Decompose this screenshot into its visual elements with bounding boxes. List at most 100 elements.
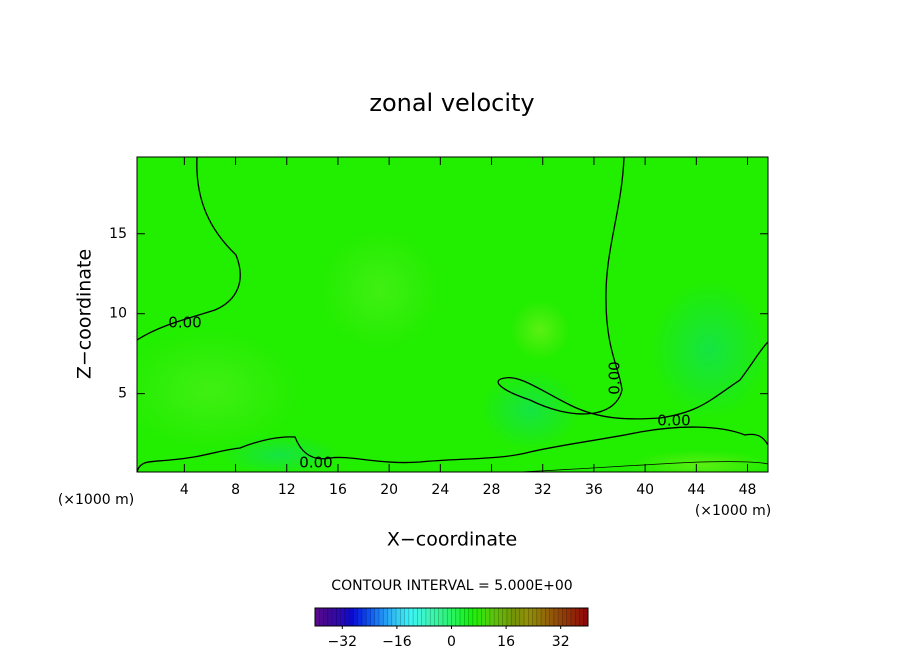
x-unit-label: (×1000 m) — [695, 503, 771, 519]
x-axis-label: X−coordinate — [387, 529, 517, 551]
colorbar-swatch — [579, 608, 585, 626]
colorbar-swatch — [417, 608, 422, 626]
colorbar-swatch — [468, 608, 474, 626]
colorbar-swatch — [370, 608, 376, 626]
colorbar-swatch — [438, 608, 444, 626]
colorbar-swatch — [447, 608, 452, 626]
contour-line — [137, 426, 768, 472]
colorbar-swatch — [562, 608, 567, 626]
colorbar-swatch — [400, 608, 405, 626]
colorbar-swatch — [566, 608, 572, 626]
y-tick-label: 5 — [118, 386, 127, 402]
x-tick-label: 40 — [636, 482, 654, 498]
x-unit-label: (×1000 m) — [58, 492, 134, 508]
colorbar-swatch — [472, 608, 478, 626]
colorbar-swatch — [442, 608, 448, 626]
colorbar-swatch — [528, 608, 533, 626]
chart-title: zonal velocity — [369, 89, 534, 117]
colorbar-swatch — [323, 608, 329, 626]
colorbar-swatch — [336, 608, 341, 626]
x-tick-label: 44 — [687, 482, 705, 498]
colorbar-swatch — [498, 608, 503, 626]
colorbar-tick-label: −32 — [328, 634, 358, 650]
colorbar-swatch — [413, 608, 418, 626]
colorbar-swatch — [515, 608, 521, 626]
colorbar-tick-label: 0 — [447, 634, 456, 650]
colorbar-swatch — [404, 608, 410, 626]
colorbar-swatch — [494, 608, 499, 626]
x-tick-label: 24 — [431, 482, 449, 498]
colorbar-swatch — [421, 608, 427, 626]
colorbar-swatch — [430, 608, 435, 626]
colorbar-swatch — [553, 608, 559, 626]
colorbar-swatch — [524, 608, 529, 626]
colorbar-swatch — [391, 608, 397, 626]
colorbar-swatch — [485, 608, 491, 626]
y-tick-label: 15 — [109, 226, 127, 242]
colorbar-swatch — [349, 608, 354, 626]
colorbar-swatch — [315, 608, 320, 626]
x-tick-label: 16 — [329, 482, 347, 498]
colorbar-swatch — [387, 608, 393, 626]
colorbar-swatch — [374, 608, 380, 626]
colorbar-tick-label: 16 — [497, 634, 515, 650]
x-tick-label: 4 — [180, 482, 189, 498]
colorbar-swatch — [319, 608, 324, 626]
contour-label: 0.00 — [168, 314, 201, 332]
colorbar-swatch — [425, 608, 431, 626]
contour-label: 0.00 — [299, 454, 332, 472]
x-tick-label: 20 — [380, 482, 398, 498]
colorbar-swatch — [344, 608, 350, 626]
colorbar-swatch — [451, 608, 457, 626]
colorbar-swatch — [549, 608, 555, 626]
x-tick-label: 12 — [278, 482, 296, 498]
colorbar-swatch — [361, 608, 367, 626]
contour-interval: CONTOUR INTERVAL = 5.000E+00 — [331, 578, 572, 594]
colorbar-swatch — [532, 608, 538, 626]
contour-line — [497, 157, 768, 420]
colorbar-swatch — [477, 608, 482, 626]
colorbar-swatch — [575, 608, 580, 626]
contour-label: 0.00 — [606, 361, 624, 394]
colorbar-swatch — [511, 608, 516, 626]
contour-label: 0.00 — [657, 412, 690, 430]
colorbar-swatch — [396, 608, 401, 626]
colorbar-swatch — [536, 608, 542, 626]
colorbar-swatch — [583, 608, 589, 626]
x-tick-label: 48 — [739, 482, 757, 498]
colorbar-swatch — [464, 608, 469, 626]
colorbar-swatch — [558, 608, 563, 626]
contour-line — [519, 461, 768, 472]
colorbar-swatch — [327, 608, 333, 626]
colorbar-swatch — [541, 608, 546, 626]
colorbar-tick-label: −16 — [382, 634, 412, 650]
x-tick-label: 36 — [585, 482, 603, 498]
colorbar-swatch — [545, 608, 550, 626]
colorbar-swatch — [506, 608, 512, 626]
colorbar-swatch — [460, 608, 465, 626]
colorbar-swatch — [378, 608, 384, 626]
colorbar-swatch — [383, 608, 388, 626]
colorbar-swatch — [340, 608, 346, 626]
colorbar-tick-label: 32 — [552, 634, 570, 650]
colorbar-swatch — [481, 608, 486, 626]
x-tick-label: 32 — [534, 482, 552, 498]
x-tick-label: 8 — [231, 482, 240, 498]
colorbar-swatch — [434, 608, 440, 626]
colorbar-swatch — [353, 608, 358, 626]
colorbar-swatch — [455, 608, 461, 626]
colorbar-swatch — [332, 608, 337, 626]
x-tick-label: 28 — [483, 482, 501, 498]
y-tick-label: 10 — [109, 306, 127, 322]
colorbar-swatch — [502, 608, 508, 626]
plot-frame — [136, 156, 769, 473]
colorbar-swatch — [570, 608, 576, 626]
colorbar-swatch — [489, 608, 495, 626]
colorbar-swatch — [366, 608, 371, 626]
colorbar-swatch — [357, 608, 363, 626]
contour-line — [137, 157, 241, 341]
colorbar-swatch — [408, 608, 414, 626]
y-axis-label: Z−coordinate — [74, 249, 96, 379]
colorbar-swatch — [519, 608, 525, 626]
